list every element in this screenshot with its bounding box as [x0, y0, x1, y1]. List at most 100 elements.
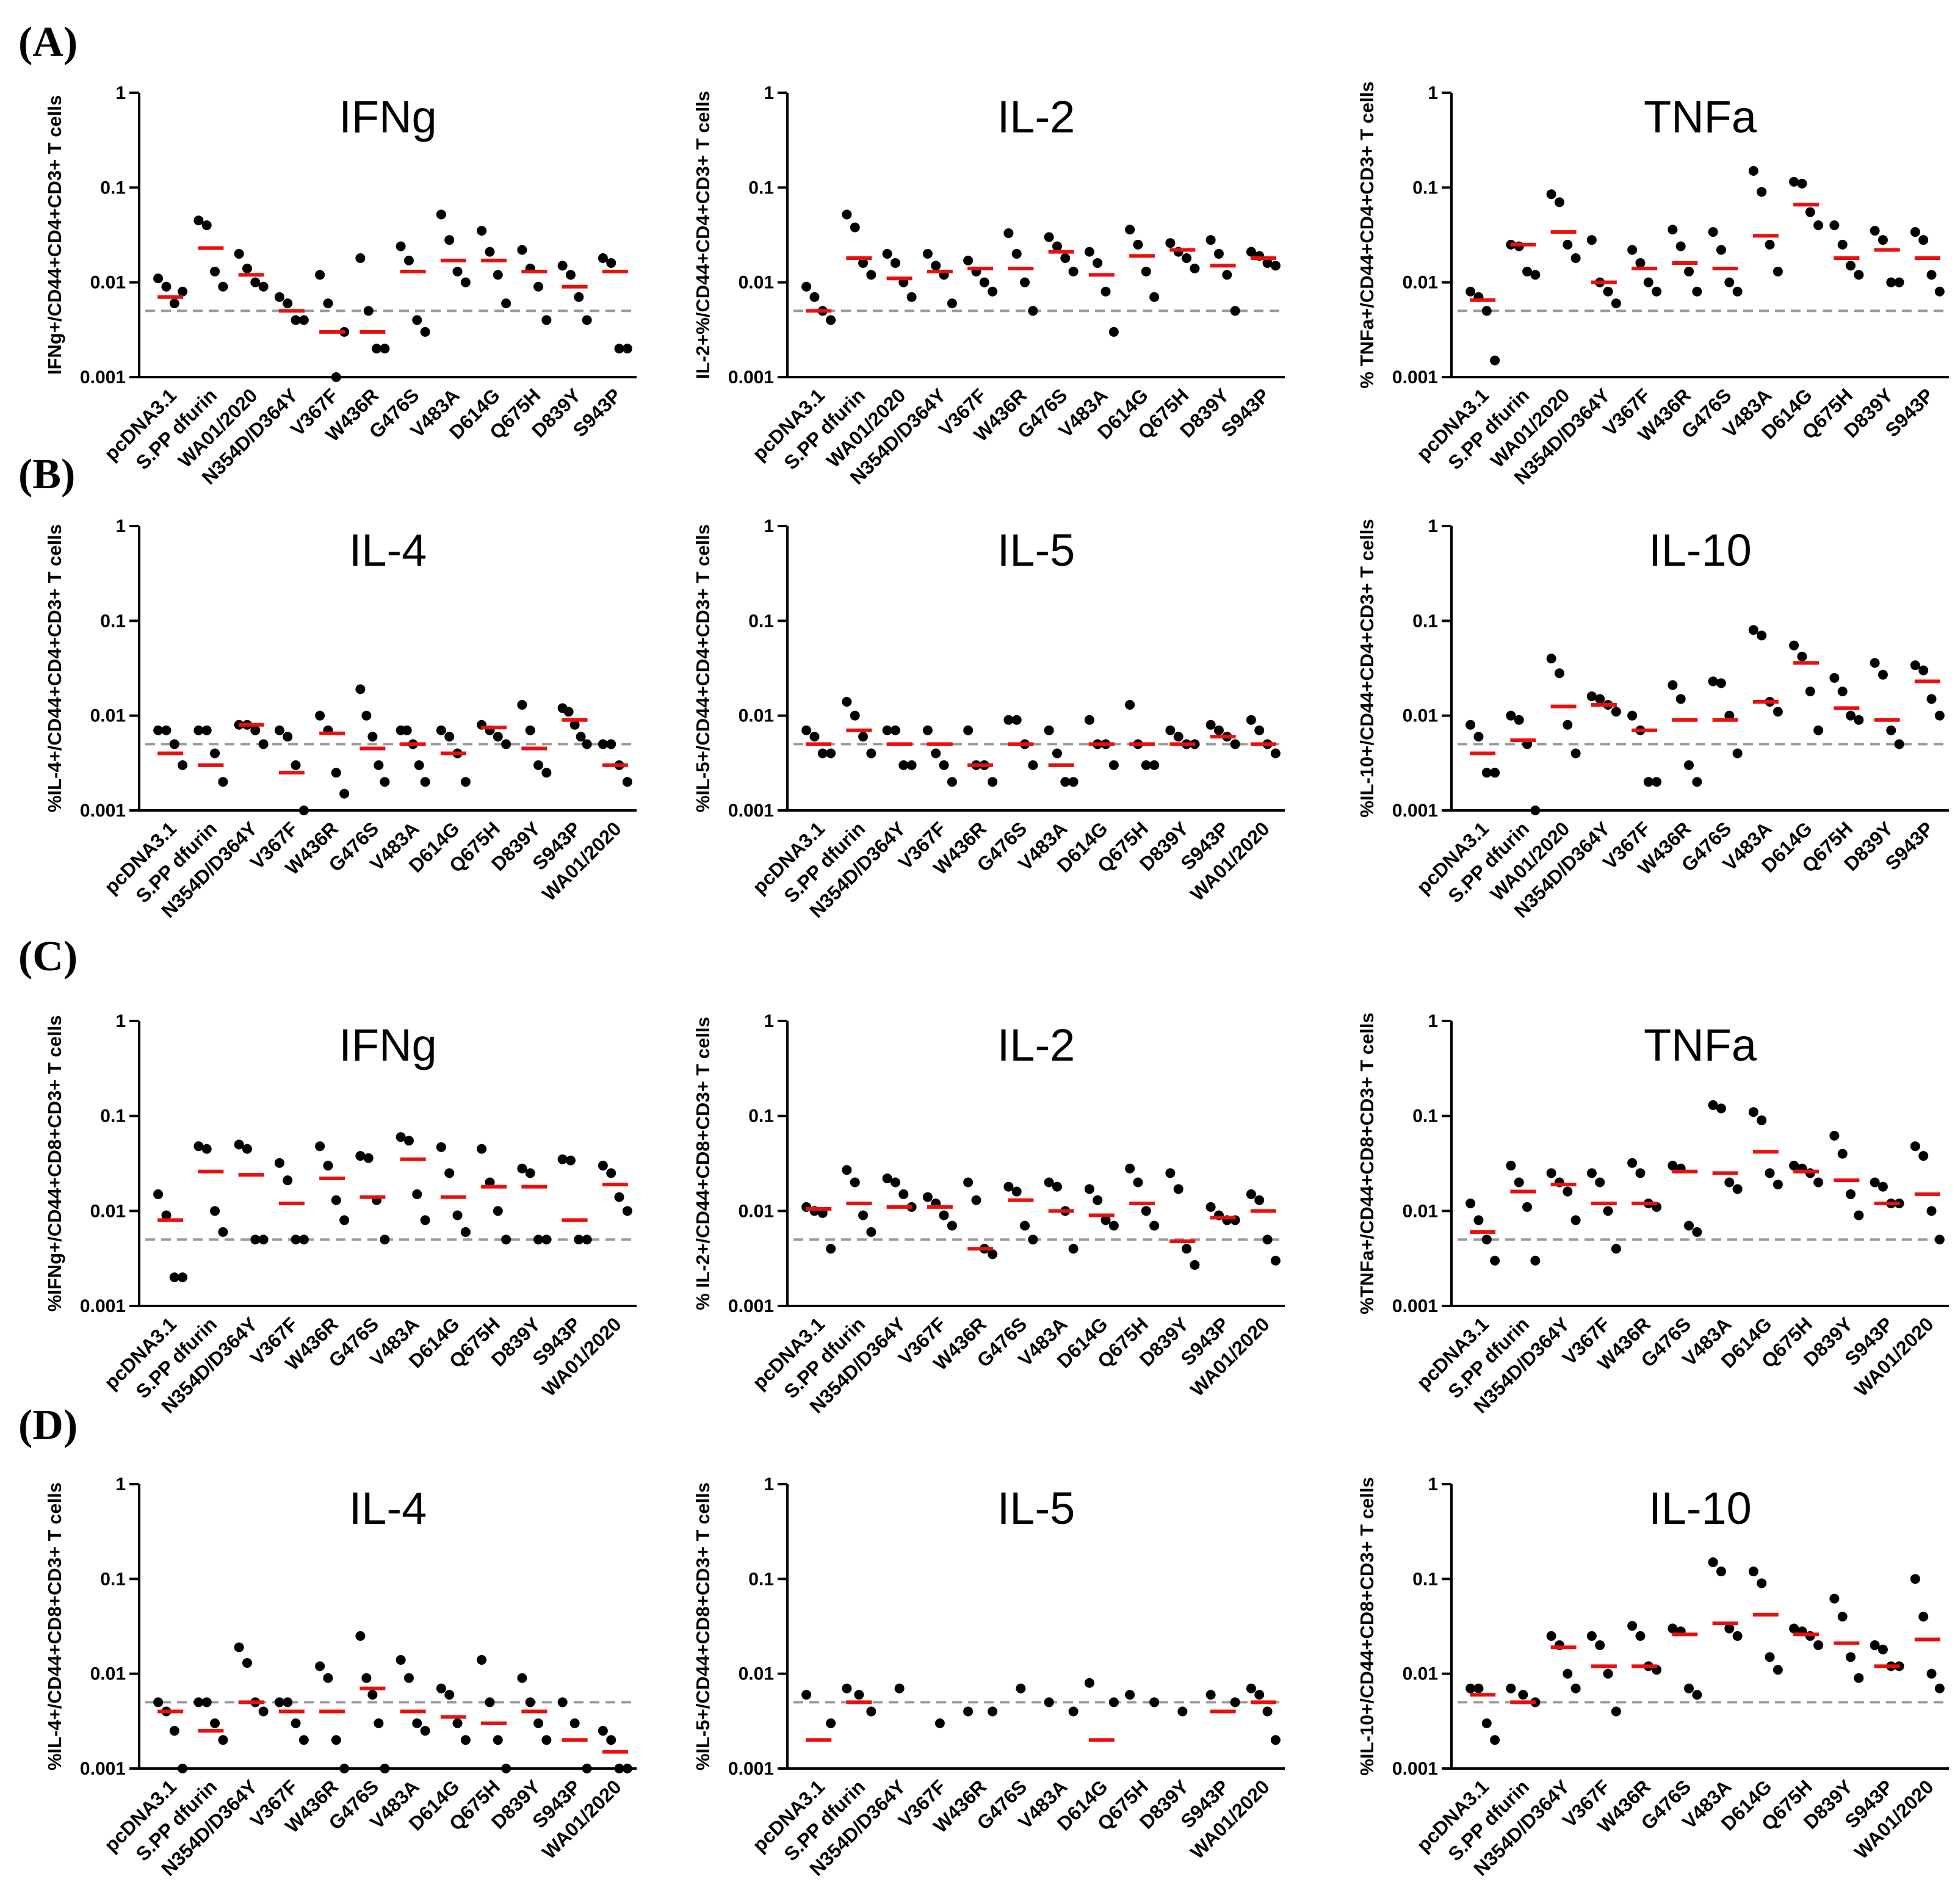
chart-4-data-point	[444, 732, 455, 742]
chart-7-data-point	[250, 1235, 261, 1245]
chart-12-data-point	[1708, 1557, 1718, 1567]
chart-3-data-point	[1522, 266, 1533, 276]
chart-6-data-point	[1586, 691, 1597, 701]
chart-9-title: TNFa	[1644, 1020, 1757, 1070]
chart-7-data-point	[298, 1235, 309, 1245]
chart-1-y-tick-label: 0.01	[90, 273, 126, 293]
chart-7-data-point	[452, 1210, 463, 1221]
chart-10-data-point	[331, 1735, 341, 1745]
chart-3-data-point	[1724, 277, 1735, 287]
chart-12-data-point	[1870, 1640, 1880, 1650]
chart-11-y-tick-label: 1	[764, 1474, 774, 1495]
chart-10-y-tick-label: 0.1	[100, 1569, 126, 1589]
chart-3-data-point	[1748, 165, 1758, 176]
chart-4-data-point	[178, 760, 188, 770]
chart-10-data-point	[396, 1654, 406, 1665]
chart-7-data-point	[477, 1144, 487, 1154]
chart-6-data-point	[1877, 669, 1888, 680]
chart-8-data-point	[1141, 1206, 1151, 1216]
chart-9-data-point	[1732, 1184, 1743, 1194]
chart-6-data-point	[1652, 777, 1662, 787]
chart-8-data-point	[1052, 1181, 1062, 1192]
chart-10-data-point	[412, 1718, 422, 1728]
chart-8-data-point	[1003, 1181, 1014, 1192]
chart-7-data-point	[218, 1227, 228, 1237]
chart-7-data-point	[412, 1189, 422, 1199]
chart-7-y-tick-label: 0.01	[90, 1201, 126, 1221]
chart-3-data-point	[1918, 235, 1929, 245]
chart-8-data-point	[1028, 1235, 1038, 1245]
chart-9-data-point	[1789, 1161, 1799, 1171]
chart-1-data-point	[420, 326, 430, 337]
chart-10-data-point	[193, 1697, 204, 1707]
chart-2-data-point	[842, 209, 852, 220]
chart-11-data-point	[1246, 1683, 1256, 1693]
chart-1-data-point	[250, 277, 261, 287]
chart-1-title: IFNg	[339, 92, 436, 142]
chart-11-data-point	[866, 1706, 876, 1717]
chart-7: 1 0.1 0.01 0.001 %IFNg+/CD44+CD8+CD3+ T cell…	[44, 1011, 637, 1418]
chart-6-data-point	[1563, 719, 1573, 730]
chart-8-data-point	[1100, 1215, 1111, 1225]
chart-4-data-point	[250, 725, 261, 735]
chart-10-data-point	[201, 1697, 212, 1707]
chart-6-data-point	[1732, 748, 1743, 759]
chart-8-data-point	[939, 1210, 949, 1221]
chart-3-data-point	[1465, 286, 1476, 297]
chart-1-data-point	[622, 344, 632, 354]
chart-4-data-point	[501, 739, 511, 749]
chart-5-data-point	[898, 760, 909, 770]
chart-10-data-point	[361, 1673, 372, 1683]
chart-10-data-point	[606, 1735, 616, 1745]
chart-10-data-point	[541, 1735, 552, 1745]
chart-4-data-point	[210, 748, 220, 759]
chart-5-data-point	[1205, 719, 1216, 730]
chart-2-data-point	[1149, 292, 1160, 302]
panel-label-a: (A)	[18, 19, 78, 66]
chart-6-data-point	[1837, 687, 1848, 697]
chart-1-data-point	[460, 277, 471, 287]
chart-4-data-point	[582, 739, 592, 749]
chart-1-data-point	[477, 226, 487, 236]
chart-3-data-point	[1490, 355, 1500, 366]
panel-label-d: (D)	[18, 1402, 78, 1449]
chart-11: 1 0.1 0.01 0.001 %IL-5+/CD44+CD8+CD3+ T cell…	[692, 1474, 1285, 1880]
chart-12-data-point	[1635, 1631, 1646, 1641]
chart-7-data-point	[169, 1272, 179, 1283]
chart-6: 1 0.1 0.01 0.001 %IL-10+/CD44+CD4+CD3+ T cel…	[1356, 516, 1949, 922]
chart-4-data-point	[161, 725, 172, 735]
chart-1-data-point	[574, 292, 584, 302]
chart-9-data-point	[1773, 1179, 1783, 1189]
chart-9-data-point	[1570, 1215, 1581, 1225]
chart-4-data-point	[380, 777, 390, 787]
chart-2-data-point	[947, 298, 957, 309]
chart-8-title: IL-2	[997, 1020, 1075, 1070]
chart-6-data-point	[1894, 739, 1904, 749]
chart-3-data-point	[1765, 239, 1775, 250]
chart-12-y-tick-label: 0.01	[1403, 1664, 1438, 1684]
chart-7-data-point	[533, 1235, 544, 1245]
chart-4-data-point	[283, 732, 293, 742]
chart-2-data-point	[1165, 238, 1176, 248]
chart-5-data-point	[1003, 715, 1014, 725]
chart-9-data-point	[1846, 1189, 1856, 1199]
chart-2-data-point	[1093, 258, 1103, 268]
chart-3-data-point	[1643, 277, 1653, 287]
chart-5-data-point	[1052, 748, 1062, 759]
chart-3-data-point	[1586, 235, 1597, 245]
chart-2-data-point	[1060, 253, 1071, 264]
chart-1-data-point	[218, 281, 228, 292]
chart-4-data-point	[563, 707, 574, 717]
chart-2-title: IL-2	[997, 92, 1075, 142]
chart-8-data-point	[842, 1165, 852, 1175]
chart-3-data-point	[1546, 189, 1556, 200]
chart-4-data-point	[420, 777, 430, 787]
chart-9-data-point	[1635, 1168, 1646, 1178]
chart-8-data-point	[988, 1249, 998, 1260]
chart-10-data-point	[403, 1673, 414, 1683]
chart-11-data-point	[854, 1690, 864, 1700]
chart-6-data-point	[1870, 658, 1880, 668]
chart-4-data-point	[331, 768, 341, 778]
chart-12-data-point	[1611, 1706, 1621, 1717]
chart-5-y-tick-label: 1	[764, 516, 774, 536]
